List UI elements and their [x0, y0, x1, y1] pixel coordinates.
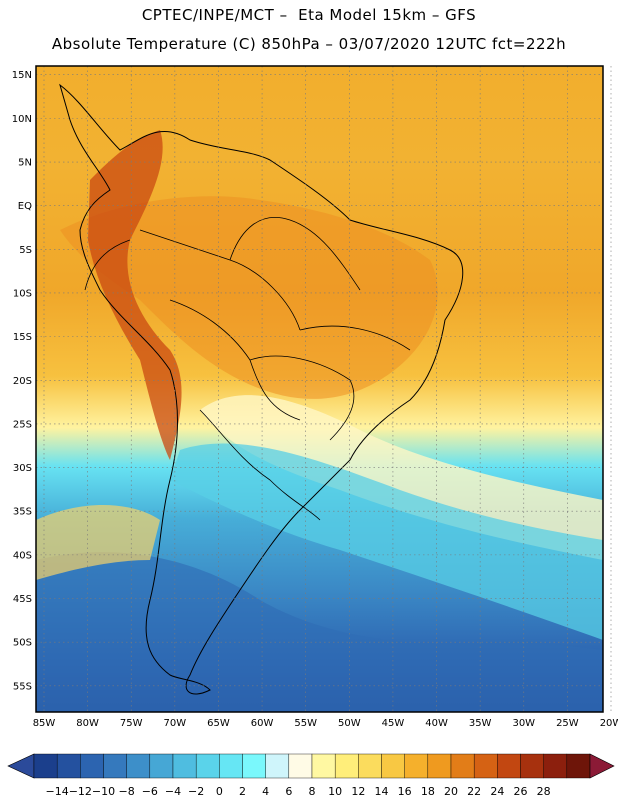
colorbar-label: 22: [467, 785, 481, 798]
colorbar-label: 24: [490, 785, 504, 798]
lat-label: 5S: [19, 245, 32, 256]
colorbar-label: 6: [285, 785, 292, 798]
colorbar-swatch: [172, 753, 197, 779]
lat-label: 25S: [13, 419, 32, 430]
lat-label: 5N: [18, 158, 32, 169]
colorbar-swatch: [195, 753, 220, 779]
colorbar-swatch: [219, 753, 243, 779]
lat-label: 40S: [13, 550, 32, 561]
lat-label: 30S: [13, 463, 32, 474]
lon-label: 60W: [251, 718, 274, 729]
temperature-field: [36, 66, 603, 712]
colorbar-swatch: [358, 753, 382, 779]
colorbar-swatch: [149, 753, 174, 779]
colorbar-label: 18: [421, 785, 435, 798]
lat-label: 55S: [13, 681, 32, 692]
colorbar-label: 16: [398, 785, 412, 798]
longitude-labels: 85W 80W 75W 70W 65W 60W 55W 50W 45W 40W 35W 30W 25W 2…: [33, 718, 618, 729]
lat-label: 20S: [13, 376, 32, 387]
lon-label: 50W: [338, 718, 361, 729]
colorbar-swatch: [473, 753, 498, 779]
colorbar-swatch: [56, 753, 81, 779]
colorbar-label: 26: [514, 785, 528, 798]
colorbar-label: −10: [92, 785, 115, 798]
colorbar-label: −8: [119, 785, 135, 798]
map-frame: [35, 65, 604, 713]
lon-label: 20W: [600, 718, 618, 729]
colorbar-label: −14: [46, 785, 69, 798]
colorbar-label: −4: [165, 785, 181, 798]
lon-label: 80W: [76, 718, 99, 729]
colorbar-label: 20: [444, 785, 458, 798]
latitude-labels: 15N 10N 5N EQ 5S 10S 15S 20S 25S 30S 35S 40S 45S 50S 5…: [12, 70, 32, 692]
colorbar-label: −2: [188, 785, 204, 798]
lat-label: 10S: [13, 288, 32, 299]
colorbar-swatch: [265, 753, 290, 779]
colorbar-swatch: [450, 753, 475, 779]
colorbar-label: −12: [69, 785, 92, 798]
colorbar-label: 28: [537, 785, 551, 798]
lon-label: 70W: [164, 718, 187, 729]
colorbar-label: 12: [351, 785, 365, 798]
lat-label: 15N: [12, 70, 32, 81]
colorbar-label: 2: [239, 785, 246, 798]
colorbar-swatch: [520, 753, 544, 779]
colorbar-swatch: [566, 753, 591, 779]
lat-label: 10N: [12, 114, 32, 125]
colorbar-swatch: [334, 753, 359, 779]
country-borders: [84, 217, 411, 521]
lat-label: 50S: [13, 638, 32, 649]
colorbar-swatch: [404, 753, 429, 779]
colorbar-label: 0: [216, 785, 223, 798]
lon-label: 75W: [120, 718, 143, 729]
graticule: [36, 66, 612, 712]
title-line-1: CPTEC/INPE/MCT – Eta Model 15km – GFS: [141, 6, 477, 24]
lon-label: 55W: [294, 718, 317, 729]
colorbar-swatch: [381, 753, 405, 779]
colorbar-label: 10: [328, 785, 342, 798]
lat-label: EQ: [18, 201, 32, 212]
colorbar-over-arrow: [589, 753, 615, 779]
coastline: [59, 83, 464, 695]
colorbar: [7, 753, 615, 779]
colorbar-label: 4: [262, 785, 269, 798]
lon-label: 85W: [33, 718, 56, 729]
lon-label: 35W: [469, 718, 492, 729]
colorbar-swatch: [80, 753, 104, 779]
lat-label: 45S: [13, 594, 32, 605]
lon-label: 25W: [556, 718, 579, 729]
colorbar-swatch: [543, 753, 568, 779]
lon-label: 45W: [382, 718, 405, 729]
colorbar-under-arrow: [7, 753, 35, 779]
lon-label: 30W: [512, 718, 535, 729]
lon-label: 65W: [207, 718, 230, 729]
colorbar-label: 14: [375, 785, 389, 798]
colorbar-swatch: [288, 753, 313, 779]
colorbar-swatch: [126, 753, 151, 779]
title-line-2: Absolute Temperature (C) 850hPa – 03/07/…: [51, 35, 567, 53]
lon-label: 40W: [425, 718, 448, 729]
colorbar-swatch: [103, 753, 127, 779]
colorbar-swatch: [427, 753, 452, 779]
colorbar-labels: −14 −12 −10 −8 −6 −4 −2 0 2 4 6 8 10 12 14 16 18 20 22 24 26…: [46, 785, 551, 798]
lat-label: 15S: [13, 332, 32, 343]
colorbar-swatch: [33, 753, 58, 779]
colorbar-swatch: [497, 753, 521, 779]
lat-label: 35S: [13, 507, 32, 518]
colorbar-swatch: [311, 753, 336, 779]
colorbar-label: 8: [309, 785, 316, 798]
colorbar-label: −6: [142, 785, 158, 798]
colorbar-swatch: [242, 753, 266, 779]
